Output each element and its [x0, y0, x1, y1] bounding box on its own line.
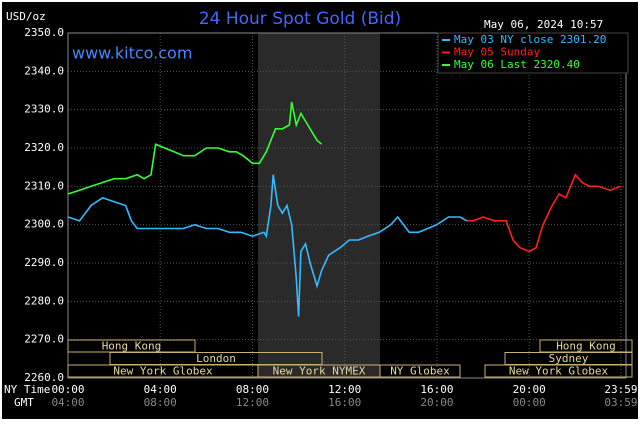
x-tick-label: 08:00: [236, 383, 269, 396]
y-tick-label: 2270.0: [24, 333, 64, 346]
y-tick-label: 2340.0: [24, 64, 64, 77]
session-label: New York Globex: [509, 365, 609, 378]
x-tick-label: 00:00: [51, 383, 84, 396]
nymex-shade: [258, 33, 380, 378]
x-row-label: GMT: [14, 396, 34, 409]
legend-box: [437, 32, 629, 74]
timestamp: May 06, 2024 10:57: [484, 18, 603, 31]
line: [466, 173, 622, 253]
session-label: Hong Kong: [102, 340, 162, 353]
gmt-tick-label: 03:59: [604, 396, 637, 409]
gmt-tick-label: 12:00: [236, 396, 269, 409]
x-tick-label: 16:00: [420, 383, 453, 396]
y-tick-label: 2330.0: [24, 103, 64, 116]
y-tick-label: 2280.0: [24, 294, 64, 307]
x-tick-label: 20:00: [513, 383, 546, 396]
chart-title: 24 Hour Spot Gold (Bid): [199, 9, 401, 29]
line: [67, 101, 323, 195]
gmt-tick-label: 16:00: [328, 396, 361, 409]
session-label: London: [196, 352, 236, 365]
x-row-label: NY Time: [4, 383, 50, 396]
y-tick-label: 2320.0: [24, 141, 64, 154]
gmt-tick-label: 20:00: [420, 396, 453, 409]
session-label: New York Globex: [113, 365, 213, 378]
session-label: New York NYMEX: [273, 365, 366, 378]
gmt-tick-label: 00:00: [513, 396, 546, 409]
y-tick-label: 2350.0: [24, 26, 64, 39]
gmt-tick-label: 08:00: [144, 396, 177, 409]
x-tick-label: 23:59: [604, 383, 637, 396]
plot-frame: [67, 32, 627, 379]
y-tick-label: 2300.0: [24, 218, 64, 231]
gmt-tick-label: 04:00: [51, 396, 84, 409]
y-tick-label: 2310.0: [24, 179, 64, 192]
watermark: www.kitco.com: [72, 44, 192, 63]
line: [67, 174, 468, 317]
legend-label: May 06 Last 2320.40: [454, 58, 580, 71]
legend-label: May 03 NY close 2301.20: [454, 33, 606, 46]
y-tick-label: 2260.0: [24, 371, 64, 384]
legend-label: May 05 Sunday: [454, 46, 540, 59]
session-box: [484, 364, 633, 378]
session-label: Sydney: [549, 352, 589, 365]
x-tick-label: 12:00: [328, 383, 361, 396]
y-tick-label: 2290.0: [24, 256, 64, 269]
y-axis-label: USD/oz: [6, 10, 46, 23]
session-label: NY Globex: [390, 365, 450, 378]
x-tick-label: 04:00: [144, 383, 177, 396]
session-box: [379, 364, 461, 378]
session-label: Hong Kong: [556, 340, 616, 353]
